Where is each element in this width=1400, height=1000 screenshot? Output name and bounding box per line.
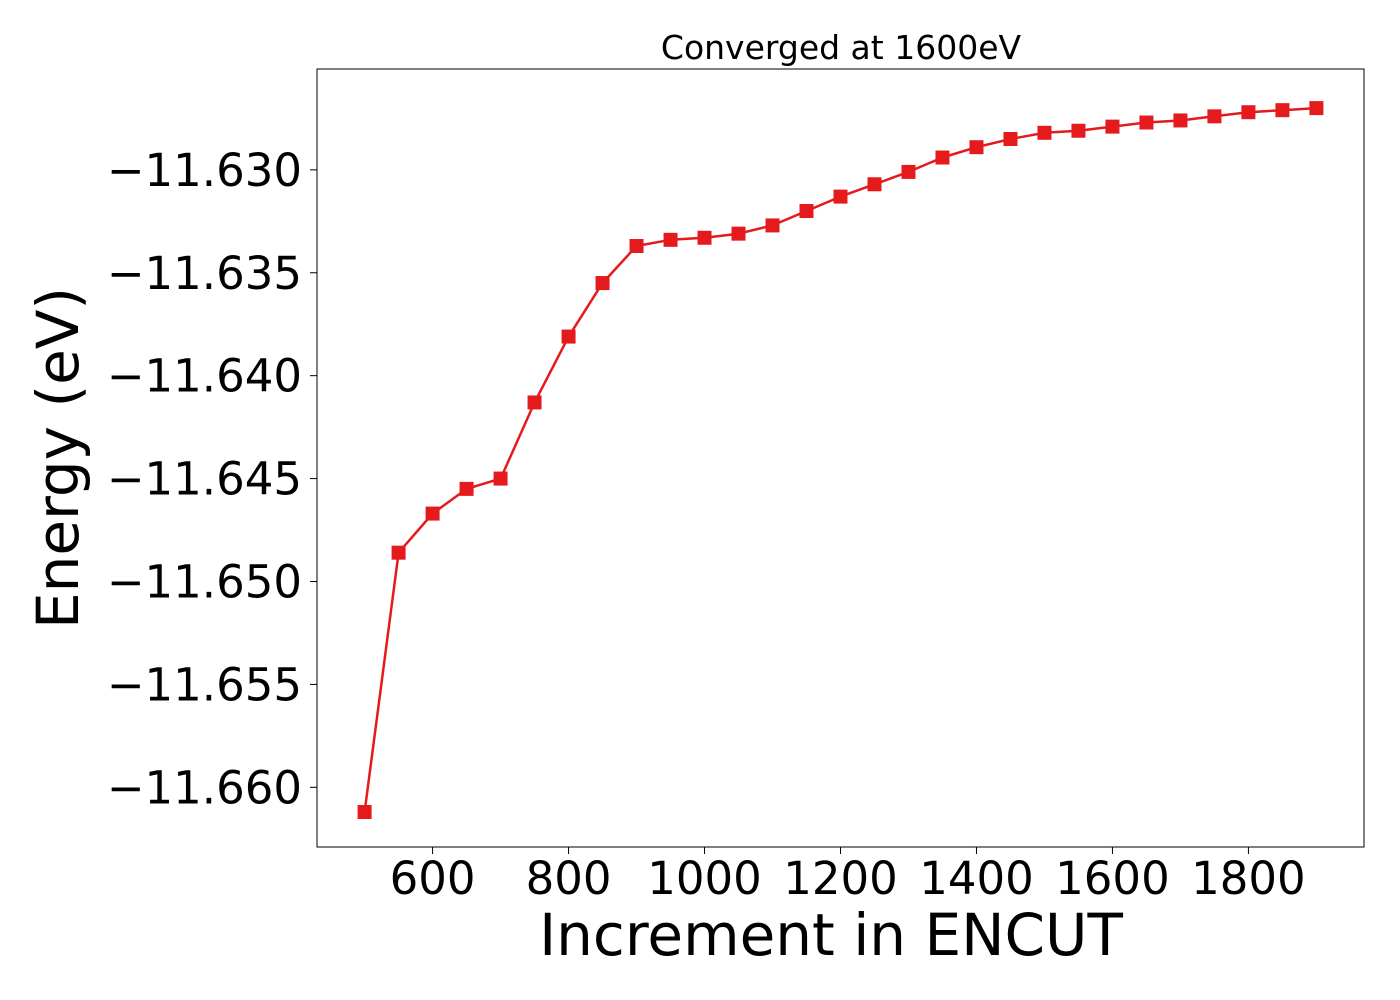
data-point-marker [969,140,984,155]
y-tick-label: −11.630 [107,144,302,197]
x-tick-label: 1000 [647,852,762,905]
data-point-marker [459,481,474,496]
data-point-marker [357,805,372,820]
data-point-marker [493,471,508,486]
y-axis: −11.630 −11.635 −11.640 −11.645 −11.650 −11.6… [107,144,317,814]
data-point-marker [765,218,780,233]
x-axis: 600 800 1000 1200 1400 1600 1800 [390,847,1306,905]
x-tick-label: 1400 [919,852,1034,905]
y-tick-label: −11.650 [107,555,302,608]
x-tick-label: 800 [526,852,612,905]
data-point-marker [595,276,610,291]
x-axis-label: Increment in ENCUT [539,901,1123,969]
data-point-marker [731,226,746,241]
data-point-marker [1207,109,1222,124]
y-tick-label: −11.645 [107,453,302,506]
data-point-marker [697,230,712,245]
data-point-marker [867,177,882,192]
data-point-marker [425,506,440,521]
x-tick-label: 600 [390,852,476,905]
data-point-marker [1241,105,1256,120]
data-point-marker [391,545,406,560]
y-tick-label: −11.640 [107,350,302,403]
data-point-marker [1003,131,1018,146]
data-point-marker [663,232,678,247]
data-point-marker [1173,113,1188,128]
x-tick-label: 1200 [783,852,898,905]
data-point-marker [561,329,576,344]
data-point-marker [901,164,916,179]
y-tick-label: −11.655 [107,658,302,711]
data-point-marker [1139,115,1154,130]
data-point-marker [1071,123,1086,138]
data-point-marker [1275,103,1290,118]
plot-area [357,101,1324,820]
y-tick-label: −11.635 [107,247,302,300]
data-point-marker [1037,125,1052,140]
data-point-marker [1105,119,1120,134]
data-point-marker [629,239,644,254]
y-axis-label: Energy (eV) [24,287,92,629]
chart-title: Converged at 1600eV [661,28,1022,67]
data-point-marker [799,204,814,219]
x-tick-label: 1800 [1191,852,1306,905]
data-point-marker [527,395,542,410]
x-tick-label: 1600 [1055,852,1170,905]
y-tick-label: −11.660 [107,761,302,814]
data-point-marker [1309,101,1324,116]
data-point-marker [833,189,848,204]
data-point-marker [935,150,950,165]
